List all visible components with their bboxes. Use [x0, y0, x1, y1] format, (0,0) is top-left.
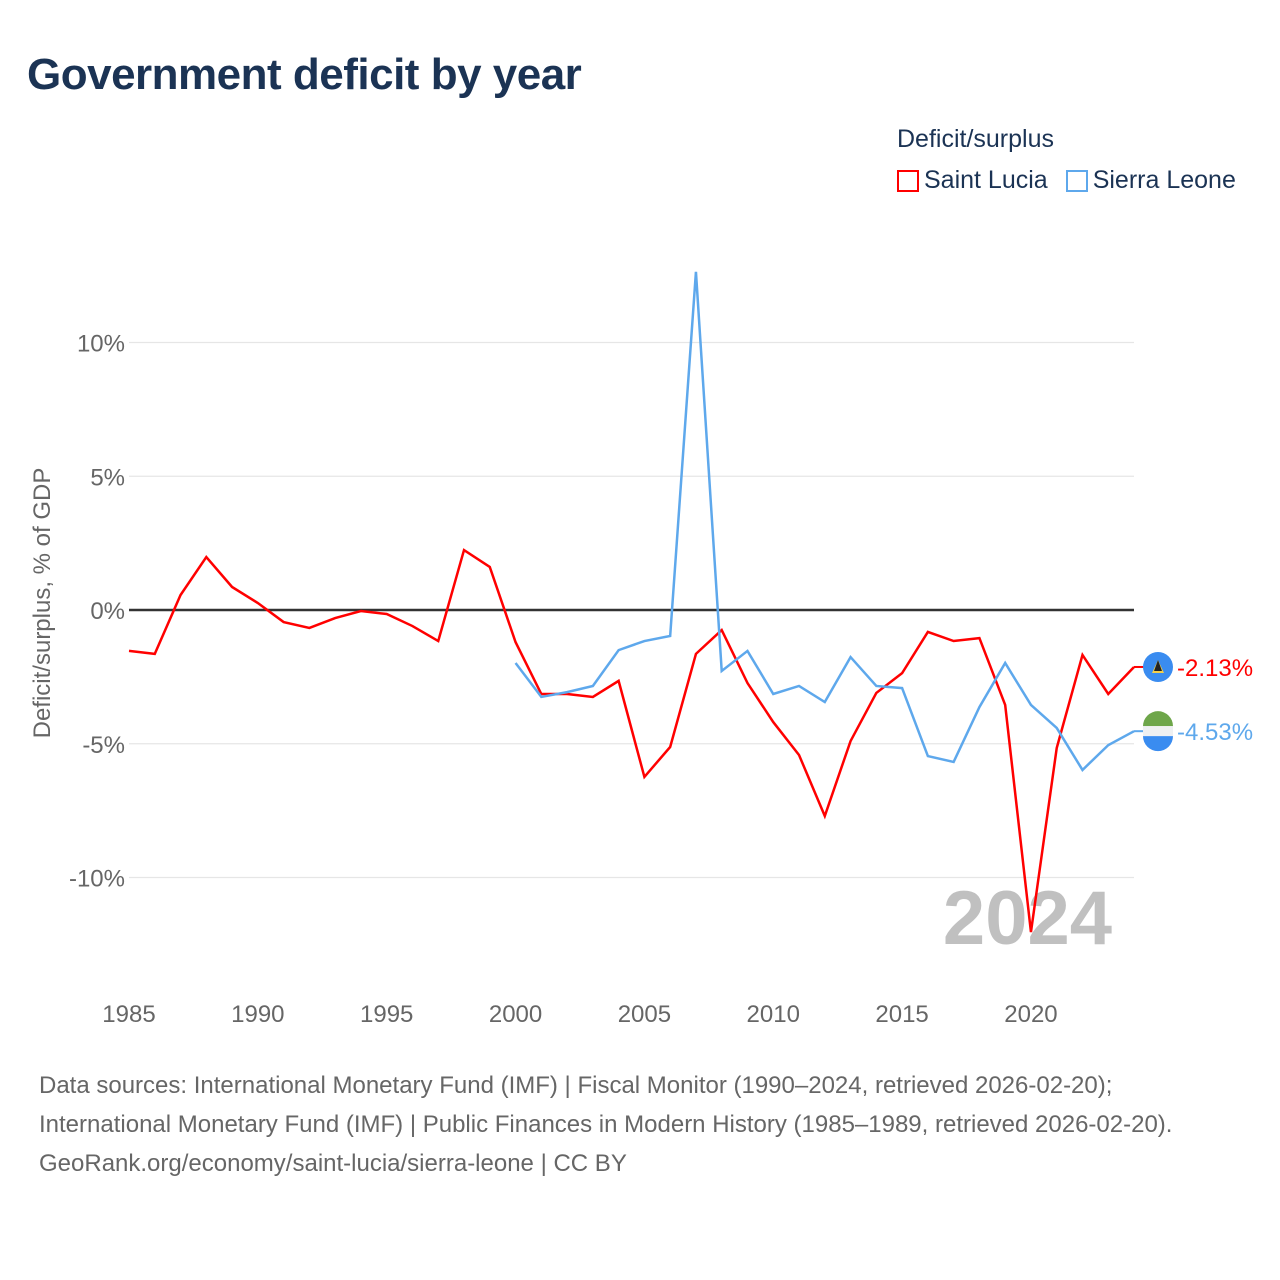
end-value-label: -4.53%: [1177, 719, 1253, 746]
y-axis-label: Deficit/surplus, % of GDP: [29, 468, 56, 739]
x-tick-label: 2020: [1004, 1001, 1057, 1028]
x-tick-label: 1985: [102, 1001, 155, 1028]
y-tick-label: 10%: [77, 331, 125, 358]
y-tick-label: -10%: [69, 866, 125, 893]
footer: Data sources: International Monetary Fun…: [39, 1066, 1239, 1183]
y-tick-label: 5%: [90, 464, 125, 491]
legend-item-saint-lucia[interactable]: Saint Lucia: [897, 166, 1048, 195]
end-value-label: -2.13%: [1177, 655, 1253, 682]
legend-swatch: [1065, 169, 1088, 192]
x-tick-label: 2010: [747, 1001, 800, 1028]
x-tick-label: 1995: [360, 1001, 413, 1028]
flag-stripe: [1143, 736, 1173, 752]
legend-swatch: [897, 169, 919, 192]
legend-label: Saint Lucia: [924, 166, 1048, 194]
page-title: Government deficit by year: [27, 50, 582, 99]
series-line-sierra-leone: [514, 271, 1135, 772]
data-sources: Data sources: International Monetary Fun…: [39, 1072, 1173, 1138]
x-tick-label: 2015: [875, 1001, 928, 1028]
legend-title: Deficit/surplus: [897, 125, 1054, 153]
sierra-leone-flag-icon: [1143, 711, 1173, 727]
legend-label: Sierra Leone: [1092, 166, 1236, 194]
y-tick-label: 0%: [90, 598, 125, 625]
flag-stripe: [1143, 726, 1173, 737]
year-watermark: 2024: [943, 876, 1112, 961]
series-line-saint-lucia: [128, 548, 1135, 933]
legend-item-sierra-leone[interactable]: Sierra Leone: [1065, 166, 1236, 195]
flag-triangle: [1154, 659, 1162, 671]
y-tick-label: -5%: [82, 732, 125, 759]
legend: Saint Lucia Sierra Leone: [897, 166, 1236, 195]
credit-link[interactable]: GeoRank.org/economy/saint-lucia/sierra-l…: [39, 1150, 627, 1177]
x-tick-label: 2005: [618, 1001, 671, 1028]
x-tick-label: 2000: [489, 1001, 542, 1028]
x-tick-label: 1990: [231, 1001, 284, 1028]
